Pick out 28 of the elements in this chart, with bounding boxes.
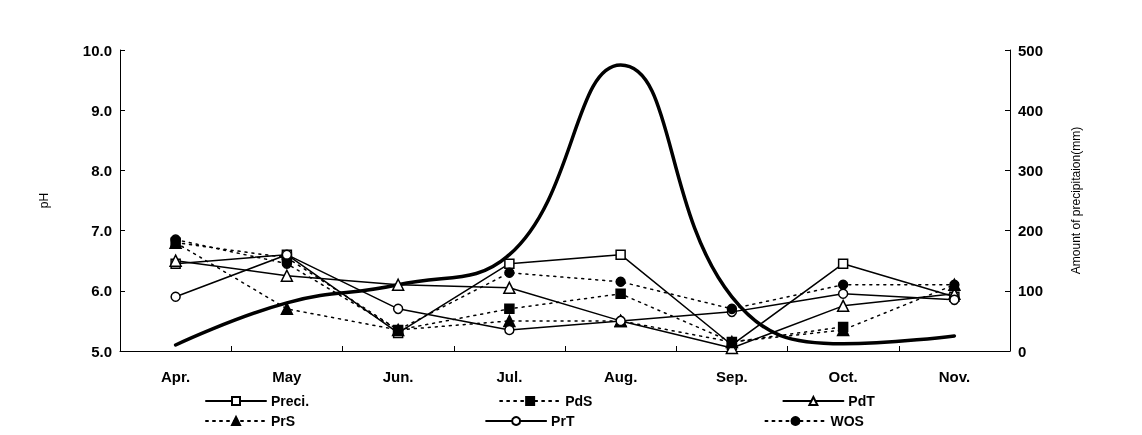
legend-label: PrS (271, 413, 296, 429)
y2-axis-title: Amount of precipitaion(mm) (1069, 126, 1083, 275)
x-tick-label: May (272, 368, 303, 385)
y2-tick-label: 300 (1018, 161, 1044, 179)
y2-tick-label: 0 (1018, 342, 1027, 360)
x-tick-label: Jun. (382, 368, 414, 385)
x-tick-label: Apr. (161, 368, 191, 385)
x-tick-label: Aug. (603, 368, 638, 385)
y2-tick-label: 200 (1018, 222, 1044, 240)
y2-tick-label: 100 (1018, 282, 1044, 300)
y2-tick-label: 400 (1018, 101, 1044, 119)
y-tick-label: 8.0 (91, 161, 112, 179)
x-tick-label: Jul. (496, 368, 523, 385)
y-tick-label: 7.0 (91, 222, 112, 240)
legend-label: WOS (830, 413, 864, 429)
legend-label: PdT (848, 393, 876, 409)
x-tick-label: Nov. (938, 368, 971, 385)
y-axis-title: pH (37, 192, 51, 209)
legend-label: Preci. (271, 393, 310, 409)
x-tick-label: Sep. (716, 368, 748, 385)
x-tick-label: Oct. (828, 368, 858, 385)
y2-tick-label: 500 (1018, 41, 1044, 59)
y-tick-label: 9.0 (91, 101, 112, 119)
y-tick-label: 5.0 (91, 342, 112, 360)
legend-label: PrT (551, 413, 575, 429)
legend-label: PdS (565, 393, 593, 409)
y-tick-label: 10.0 (82, 41, 112, 59)
y-tick-label: 6.0 (91, 282, 112, 300)
